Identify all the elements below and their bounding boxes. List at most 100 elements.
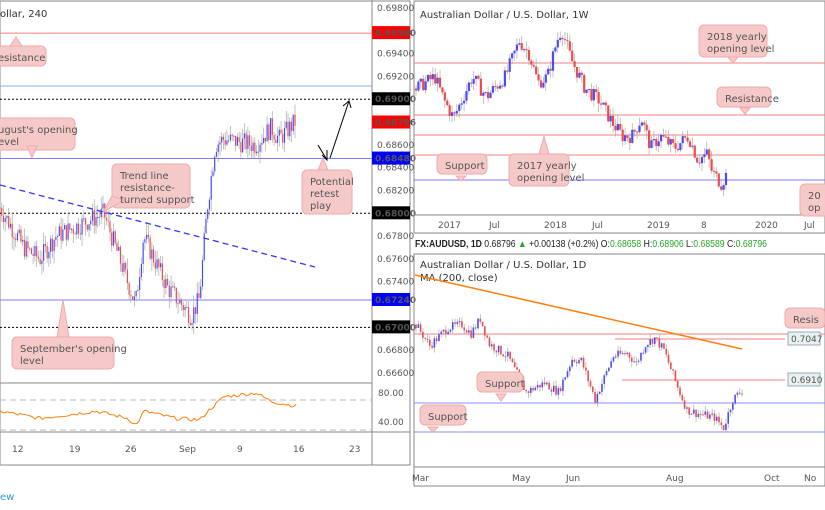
candle bbox=[238, 137, 240, 143]
candle bbox=[285, 121, 287, 128]
price-label-bg bbox=[372, 26, 410, 40]
candle bbox=[76, 223, 78, 235]
candle bbox=[596, 393, 599, 403]
candle bbox=[205, 218, 207, 234]
weekly-chart-panel: Australian Dollar / U.S. Dollar, 1W 2018… bbox=[413, 0, 825, 234]
up-triangle-icon: ▲ bbox=[518, 239, 527, 250]
candle bbox=[118, 246, 120, 251]
candle bbox=[8, 216, 10, 228]
candle bbox=[693, 145, 696, 158]
candle bbox=[633, 129, 636, 132]
candle bbox=[426, 74, 430, 82]
candle bbox=[414, 88, 418, 91]
2018-yearly-note-text: 2018 yearly bbox=[707, 32, 767, 43]
price-tick: 0.69800 bbox=[377, 4, 414, 14]
candle bbox=[502, 354, 505, 357]
support-note-pointer bbox=[426, 426, 440, 433]
date-tick: May bbox=[512, 474, 531, 484]
watermark-link[interactable]: ew bbox=[0, 492, 15, 503]
candle bbox=[221, 136, 223, 143]
date-tick: Oct bbox=[764, 474, 780, 484]
resistance-note-text: Resis bbox=[793, 315, 819, 326]
candle bbox=[91, 210, 94, 221]
daily-title: Australian Dollar / U.S. Dollar, 1D bbox=[420, 260, 587, 271]
candle bbox=[681, 395, 684, 401]
candle bbox=[451, 322, 454, 330]
candle bbox=[508, 58, 511, 72]
candle bbox=[23, 239, 26, 257]
candle bbox=[617, 350, 619, 357]
candle bbox=[0, 207, 1, 209]
september-opening-note-text: September's opening bbox=[20, 344, 127, 355]
candle bbox=[65, 225, 67, 240]
candle bbox=[172, 286, 174, 288]
candle bbox=[543, 382, 546, 385]
candle bbox=[699, 413, 702, 415]
price-label-bg bbox=[787, 331, 821, 346]
candle bbox=[650, 140, 653, 149]
candle bbox=[468, 330, 470, 333]
support-note-pointer bbox=[454, 175, 468, 182]
candle bbox=[84, 218, 87, 225]
support-note-text: Support bbox=[485, 379, 525, 390]
candle bbox=[705, 149, 708, 155]
resistance-note bbox=[784, 307, 825, 329]
candle bbox=[6, 216, 8, 219]
date-tick: 12 bbox=[12, 445, 23, 455]
candle bbox=[665, 348, 668, 355]
low-label: L: bbox=[686, 239, 693, 250]
candle bbox=[688, 407, 690, 415]
candle bbox=[477, 75, 480, 79]
candle bbox=[280, 129, 282, 134]
candle bbox=[619, 350, 622, 354]
resistance-note-text: Resistance bbox=[725, 94, 779, 105]
trend-line[interactable] bbox=[0, 184, 316, 268]
candle bbox=[417, 81, 420, 91]
candle bbox=[266, 124, 268, 142]
candle bbox=[151, 249, 153, 259]
left-candles bbox=[0, 104, 296, 334]
candle bbox=[146, 234, 148, 240]
candle bbox=[720, 422, 723, 426]
candle bbox=[173, 286, 176, 288]
candle bbox=[442, 329, 445, 332]
symbol: FX:AUDUSD, 1D bbox=[415, 239, 482, 250]
date-tick: Aug bbox=[666, 474, 684, 484]
weekly-panel-border bbox=[413, 0, 825, 234]
candle bbox=[454, 322, 456, 324]
candle bbox=[482, 92, 485, 96]
candle bbox=[692, 409, 695, 414]
candle bbox=[462, 100, 466, 104]
candle bbox=[587, 89, 591, 91]
candle bbox=[429, 74, 432, 80]
candle bbox=[4, 218, 6, 223]
candle bbox=[189, 322, 191, 325]
candle bbox=[119, 246, 122, 264]
candle bbox=[440, 331, 443, 335]
price-tick: 0.67400 bbox=[377, 278, 414, 288]
candle bbox=[456, 321, 459, 324]
candle bbox=[2, 215, 5, 223]
candle bbox=[564, 377, 567, 380]
candle bbox=[713, 413, 716, 421]
date-tick: 23 bbox=[349, 445, 360, 455]
left-title: ollar, 240 bbox=[0, 9, 47, 20]
candle bbox=[637, 360, 640, 362]
candle bbox=[55, 236, 57, 240]
candle bbox=[139, 276, 141, 290]
weekly-title: Australian Dollar / U.S. Dollar, 1W bbox=[420, 10, 589, 21]
candle bbox=[602, 102, 605, 105]
candle bbox=[595, 89, 598, 93]
candle bbox=[116, 242, 118, 251]
low-value: 0.68589 bbox=[693, 239, 725, 250]
candle bbox=[537, 74, 540, 81]
candle bbox=[649, 339, 651, 346]
candle bbox=[419, 324, 422, 332]
candle bbox=[493, 344, 495, 351]
candle bbox=[154, 262, 156, 269]
candle bbox=[610, 361, 612, 368]
candle bbox=[434, 74, 437, 84]
candle bbox=[453, 112, 456, 114]
candle bbox=[715, 416, 718, 421]
candle bbox=[282, 133, 284, 143]
